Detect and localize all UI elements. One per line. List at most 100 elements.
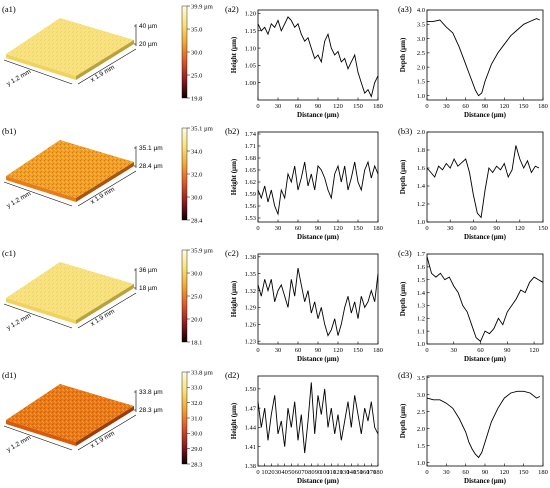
panel-label: (a2) <box>225 4 239 14</box>
height-chart-1-xlabel: Distance (µm) <box>297 233 340 241</box>
depth-chart-2-ytick-label: 1.1 <box>417 328 425 335</box>
height-chart-0-line <box>257 16 379 98</box>
depth-chart-0-ytick-label: 1.0 <box>417 93 425 100</box>
height-chart-0-xtick-label: 60 <box>295 103 302 110</box>
height-chart-1-xtick-label: 180 <box>373 225 383 232</box>
depth-chart-1-ytick-label: 1.6 <box>417 165 426 172</box>
height-chart-2-xtick-label: 150 <box>353 347 363 354</box>
depth-chart-1-ytick-label: 1.0 <box>417 219 425 226</box>
depth-chart-1-xtick-label: 90 <box>493 225 500 232</box>
panel-label: (d2) <box>225 370 239 380</box>
depth-chart-0-xlabel: Distance (µm) <box>464 111 507 119</box>
height-chart-3-xtick-label: 50 <box>288 469 295 476</box>
surface-1-y-axis <box>3 181 73 207</box>
height-chart-0-ytick-label: 1.00 <box>245 80 256 87</box>
surface-1-z-bottom-label: 28.4 µm <box>139 163 163 170</box>
height-chart-3-xtick-label: 60 <box>295 469 302 476</box>
surface-0-colorbar-tick-label: 35.0 <box>191 26 202 33</box>
surface-0-colorbar-tick-label: 39.9 µm <box>191 3 213 10</box>
surface-1-texture <box>6 140 134 198</box>
height-chart-3-xtick-label: 180 <box>373 469 383 476</box>
depth-chart-2-ytick-label: 1.0 <box>417 341 425 348</box>
surface-2-front-face <box>6 298 76 324</box>
surface-3-colorbar-tick-label: 30.0 <box>191 431 202 438</box>
surface-0-colorbar <box>181 5 188 99</box>
depth-chart-2-ytick-label: 1.7 <box>417 251 426 258</box>
depth-chart-1-xtick-label: 150 <box>538 225 548 232</box>
height-chart-2-ytick-label: 1.32 <box>245 288 256 295</box>
surface-0-y-axis-label: y 1.2 mm <box>6 68 33 87</box>
height-chart-0-xtick-label: 180 <box>373 103 383 110</box>
height-chart-3-ytick-label: 1.41 <box>245 444 256 451</box>
surface-0-x-axis <box>77 48 137 85</box>
depth-chart-3-xtick-label: 0 <box>425 469 428 476</box>
surface-2-colorbar-tick-label: 30.0 <box>191 270 202 277</box>
surface-2-y-axis-label: y 1.2 mm <box>6 312 33 331</box>
surface-3-colorbar-tick-label: 33.8 µm <box>191 369 213 376</box>
depth-chart-0-xtick-label: 180 <box>538 103 548 110</box>
height-chart-1-ylabel: Height (µm) <box>230 158 238 195</box>
depth-chart-3-ytick-label: 1.5 <box>417 443 425 450</box>
depth-chart-0-xtick-label: 150 <box>519 103 529 110</box>
depth-chart-0-ytick-label: 1.5 <box>417 79 425 86</box>
height-chart-1-ytick-label: 1.53 <box>245 215 256 222</box>
depth-chart-0-xtick-label: 120 <box>499 103 509 110</box>
height-chart-3-xtick-label: 10 <box>261 469 268 476</box>
surface-1-colorbar-tick-label: 32.0 <box>191 171 202 178</box>
surface-0-colorbar-tick-label: 30.0 <box>191 49 202 56</box>
surface-0-texture <box>6 18 134 76</box>
depth-chart-2-ytick-label: 1.5 <box>417 277 425 284</box>
height-chart-1-ytick-label: 1.59 <box>245 191 256 198</box>
height-chart-1-ytick-label: 1.65 <box>245 167 256 174</box>
height-chart-3-xtick-label: 140 <box>346 469 356 476</box>
height-chart-1-ytick-label: 1.56 <box>245 203 257 210</box>
height-chart-3-xlabel: Distance (µm) <box>297 477 340 485</box>
height-chart-1-xtick-label: 0 <box>256 225 259 232</box>
depth-chart-2-ylabel: Depth (µm) <box>399 281 407 316</box>
surface-1-colorbar <box>181 127 188 221</box>
height-chart-3-xtick-label: 40 <box>281 469 288 476</box>
depth-chart-1-ylabel: Depth (µm) <box>399 159 407 194</box>
surface-3-texture <box>6 384 134 442</box>
height-chart-3-xtick-label: 120 <box>333 469 343 476</box>
height-chart-3-xtick-label: 80 <box>308 469 315 476</box>
height-chart-3-xtick-label: 130 <box>340 469 350 476</box>
surface-3-z-top-label: 33.8 µm <box>139 389 163 396</box>
depth-chart-2-xlabel: Distance (µm) <box>464 355 507 363</box>
height-chart-3-ytick-label: 1.50 <box>245 386 256 393</box>
height-chart-1-ytick-label: 1.62 <box>245 179 256 186</box>
depth-chart-2-ytick-label: 1.2 <box>417 315 425 322</box>
surface-3-colorbar-tick-label: 33.0 <box>191 385 202 392</box>
panel-label: (b1) <box>2 126 16 136</box>
surface-3-colorbar-tick-label: 32.0 <box>191 400 202 407</box>
surface-2-side-face <box>76 284 134 324</box>
panel-label: (b3) <box>398 126 412 136</box>
height-chart-0-ytick-label: 1.20 <box>245 11 256 18</box>
depth-chart-2-ytick-label: 1.6 <box>417 264 426 271</box>
surface-0-colorbar-tick-label: 19.8 <box>191 95 202 102</box>
surface-1-side-face <box>76 162 134 202</box>
depth-chart-1-ytick-label: 1.8 <box>417 147 425 154</box>
surface-1-colorbar-tick-label: 30.0 <box>191 194 202 201</box>
height-chart-3-ytick-label: 1.47 <box>245 405 257 412</box>
height-chart-3-xtick-label: 0 <box>256 469 259 476</box>
surface-2-x-axis <box>77 292 137 329</box>
height-chart-1-ytick-label: 1.71 <box>245 143 256 150</box>
surface-2-texture <box>6 262 134 320</box>
surface-2-colorbar-tick-label: 18.1 <box>191 339 202 346</box>
surface-2-colorbar <box>181 249 188 343</box>
depth-chart-0-ylabel: Depth (µm) <box>399 37 407 72</box>
height-chart-3-xtick-label: 160 <box>360 469 370 476</box>
surface-0-y-axis <box>3 59 73 85</box>
height-chart-1-ytick-label: 1.68 <box>245 155 256 162</box>
height-chart-2-ytick-label: 1.38 <box>245 254 256 261</box>
height-chart-0-xtick-label: 30 <box>275 103 282 110</box>
depth-chart-3-line <box>426 390 541 459</box>
surface-3-front-face <box>6 420 76 446</box>
depth-chart-2-xtick-label: 30 <box>451 347 458 354</box>
height-chart-1-line <box>257 160 379 216</box>
height-chart-3-xtick-label: 70 <box>301 469 308 476</box>
depth-chart-2-frame <box>426 253 544 345</box>
